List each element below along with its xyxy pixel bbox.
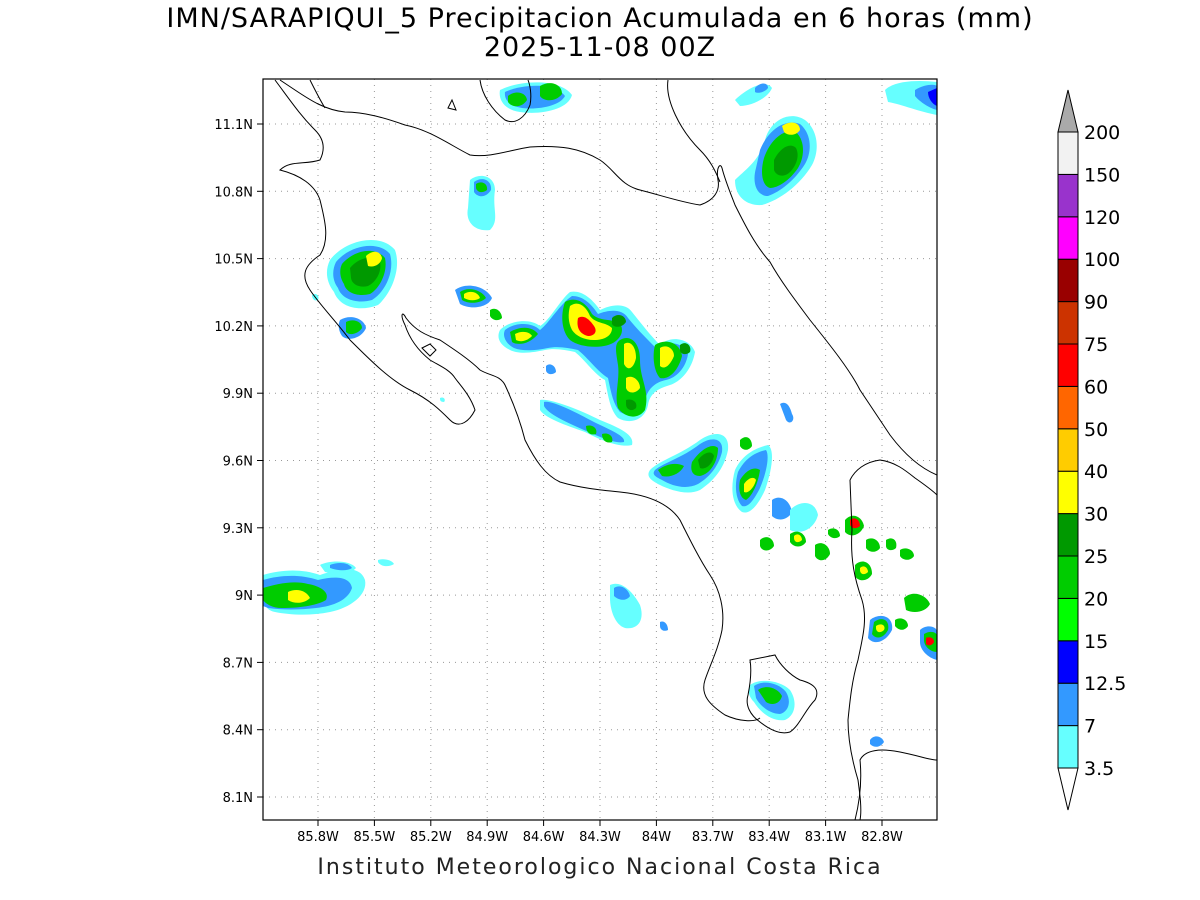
lat-tick-label: 11.1N <box>214 118 253 133</box>
colorbar-swatch <box>1057 470 1079 515</box>
colorbar-swatch <box>1057 258 1079 303</box>
precip-cell <box>455 285 695 446</box>
colorbar: 3.5 7 12.5 15 20 25 30 40 50 60 75 90 100 120 150 200 <box>1057 89 1126 811</box>
colorbar-label: 40 <box>1084 461 1108 483</box>
lon-tick-label: 83.7W <box>692 830 734 845</box>
precip-cell <box>263 559 394 615</box>
colorbar-label: 60 <box>1084 376 1108 398</box>
map-date: 2025-11-08 00Z <box>483 32 717 63</box>
coastline <box>274 79 937 820</box>
precip-cell <box>312 293 884 747</box>
lon-tick-label: 84.6W <box>523 830 565 845</box>
map-grid <box>263 79 937 820</box>
lon-tick-label: 83.4W <box>748 830 790 845</box>
lat-tick-label: 9N <box>235 589 253 604</box>
precipitation-field <box>263 80 937 747</box>
colorbar-swatch <box>1057 682 1079 727</box>
lon-tick-label: 85.5W <box>353 830 395 845</box>
colorbar-label: 90 <box>1084 292 1108 314</box>
lat-tick-label: 9.9N <box>223 387 253 402</box>
lat-tick-label: 8.4N <box>223 724 253 739</box>
lat-tick-label: 10.2N <box>214 320 253 335</box>
colorbar-swatch <box>1057 725 1079 769</box>
lat-tick-label: 10.8N <box>214 185 253 200</box>
colorbar-swatch <box>1057 173 1079 218</box>
colorbar-swatch <box>1057 640 1079 684</box>
colorbar-label: 25 <box>1084 546 1108 568</box>
colorbar-swatch <box>1057 216 1079 260</box>
colorbar-under-arrow <box>1057 767 1079 811</box>
colorbar-label: 20 <box>1084 588 1108 610</box>
lat-tick-label: 8.7N <box>223 656 253 671</box>
plot-frame <box>262 78 938 821</box>
colorbar-label: 7 <box>1084 716 1096 738</box>
precip-cell <box>648 434 937 660</box>
colorbar-swatch <box>1057 597 1079 642</box>
map-axes: 85.8W 85.5W 85.2W 84.9W 84.6W 84.3W 84W 83.7W 83… <box>214 118 903 845</box>
map-title: IMN/SARAPIQUI_5 Precipitacion Acumulada … <box>166 3 1034 34</box>
lon-tick-label: 82.8W <box>861 830 903 845</box>
colorbar-swatch <box>1057 428 1079 472</box>
colorbar-label: 100 <box>1084 249 1120 271</box>
precip-cell <box>326 239 398 339</box>
lon-tick-label: 85.8W <box>297 830 339 845</box>
colorbar-swatch <box>1057 131 1079 175</box>
colorbar-swatch <box>1057 385 1079 430</box>
colorbar-label: 200 <box>1084 122 1120 144</box>
colorbar-label: 3.5 <box>1084 758 1114 780</box>
colorbar-label: 75 <box>1084 334 1108 356</box>
lon-tick-label: 84.3W <box>579 830 621 845</box>
credit-text: Instituto Meteorologico Nacional Costa R… <box>317 855 883 880</box>
colorbar-swatch <box>1057 301 1079 345</box>
colorbar-label: 50 <box>1084 419 1108 441</box>
precip-cell <box>735 80 937 206</box>
colorbar-swatch <box>1057 513 1079 557</box>
colorbar-label: 12.5 <box>1084 673 1126 695</box>
colorbar-over-arrow <box>1057 89 1079 133</box>
colorbar-label: 15 <box>1084 631 1108 653</box>
lat-tick-label: 10.5N <box>214 253 253 268</box>
lon-tick-label: 84.9W <box>466 830 508 845</box>
lat-tick-label: 9.6N <box>223 455 253 470</box>
lat-tick-label: 8.1N <box>223 791 253 806</box>
lon-tick-label: 85.2W <box>410 830 452 845</box>
lon-tick-label: 83.1W <box>805 830 847 845</box>
lat-tick-label: 9.3N <box>223 522 253 537</box>
colorbar-swatch <box>1057 555 1079 599</box>
colorbar-swatch <box>1057 343 1079 387</box>
lon-tick-label: 84W <box>642 830 672 845</box>
precip-cell <box>467 82 572 231</box>
colorbar-label: 120 <box>1084 207 1120 229</box>
colorbar-label: 30 <box>1084 504 1108 526</box>
colorbar-label: 150 <box>1084 164 1120 186</box>
